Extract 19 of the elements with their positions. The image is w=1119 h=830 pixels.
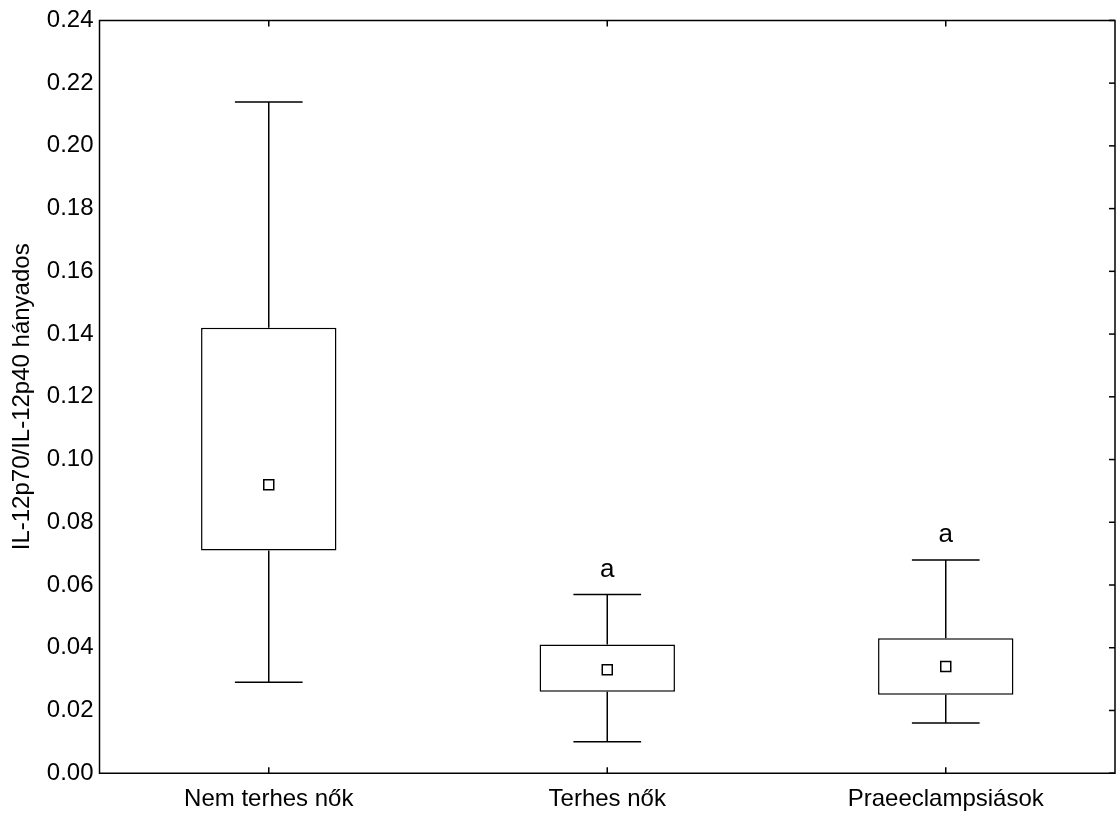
y-tick-label: 0.20 (46, 130, 94, 158)
y-tick-label: 0.24 (46, 5, 94, 33)
y-tick-label: 0.00 (46, 757, 94, 785)
y-tick-label: 0.02 (46, 695, 94, 723)
y-tick-label: 0.12 (46, 381, 94, 409)
annotation: a (600, 552, 616, 583)
annotation: a (938, 518, 954, 549)
x-tick-label: Nem terhes nők (184, 784, 355, 812)
x-tick-label: Terhes nők (548, 784, 667, 812)
y-tick-label: 0.06 (46, 569, 94, 597)
y-tick-label: 0.10 (46, 444, 94, 472)
y-tick-label: 0.04 (46, 632, 94, 660)
y-tick-label: 0.16 (46, 255, 94, 283)
y-tick-label: 0.08 (46, 506, 94, 534)
y-tick-label: 0.22 (46, 67, 94, 95)
x-tick-label: Praeeclampsiások (847, 784, 1045, 812)
y-tick-label: 0.14 (46, 318, 94, 346)
y-tick-label: 0.18 (46, 193, 94, 221)
y-axis-title: IL-12p70/IL-12p40 hányados (7, 243, 35, 551)
